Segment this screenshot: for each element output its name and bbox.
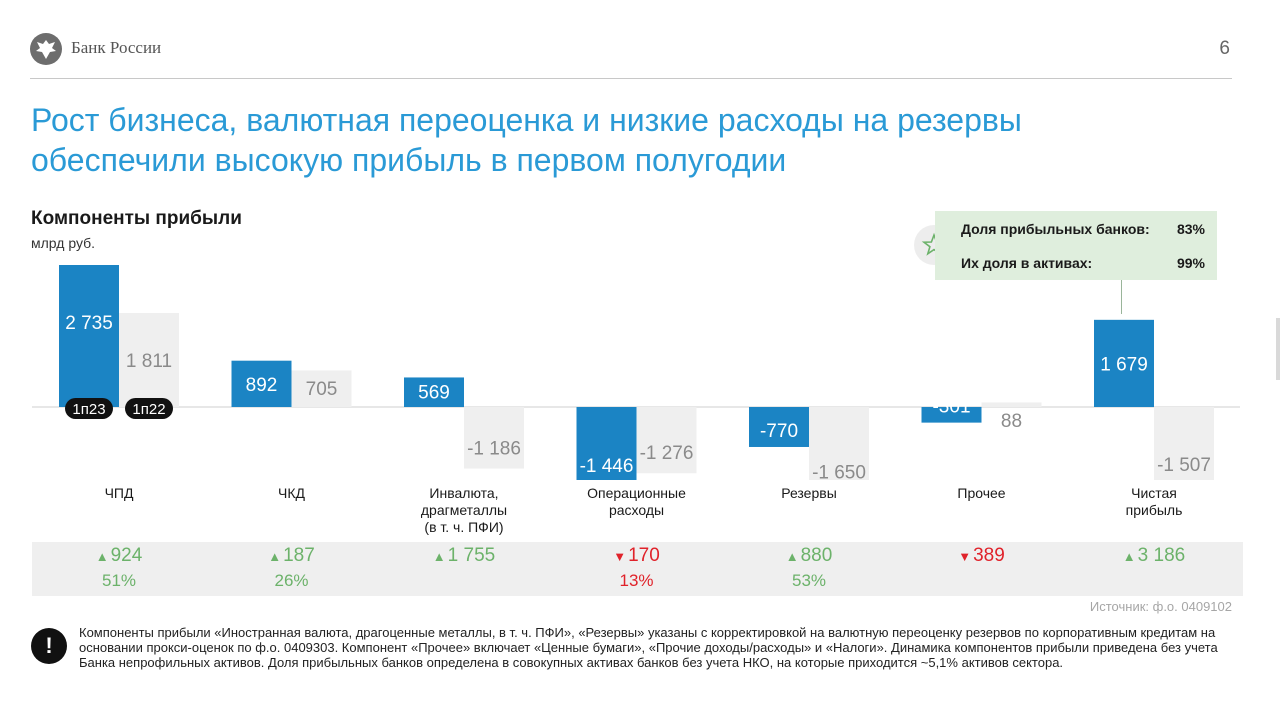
change-value: ▲ 924 [44,545,194,567]
bar-1п23 [404,377,464,407]
bar-value-label: 569 [418,382,450,403]
series-tag-pill [125,398,173,419]
bar-1п22 [1154,407,1214,480]
change-amount: 3 186 [1137,545,1186,566]
change-value: ▲ 880 [734,545,884,567]
chart-unit: млрд руб. [31,235,96,251]
bar-value-label: 1 679 [1100,354,1148,375]
category-label-line: ЧКД [278,485,305,501]
bar-value-label: -1 507 [1157,455,1211,476]
change-percent: 53% [791,571,827,590]
bar-1п22 [464,407,524,469]
profitable-banks-callout: Доля прибыльных банков: 83% Их доля в ак… [935,211,1217,280]
header: Банк России 6 [30,30,1232,79]
category-label: Операционные расходы [562,485,712,519]
category-label-line: Прочее [957,485,1006,501]
change-value: ▼ 170 [562,545,712,567]
series-tag-pill [65,398,113,419]
bar-1п22 [291,370,352,407]
bar-value-label: 892 [246,375,278,396]
callout-connector [1121,280,1122,314]
triangle-up-icon: ▲ [432,549,446,564]
series-tag-label: 1п23 [72,401,105,418]
bar-1п23 [749,407,809,447]
category-label: Прочее [907,485,1057,502]
bank-eagle-icon [30,33,62,65]
category-label: Чистая прибыль [1079,485,1229,519]
triangle-down-icon: ▼ [958,549,972,564]
bar-value-label: -1 446 [580,456,634,477]
series-tag-1п22: 1п22 [125,398,173,419]
bar-value-label: 705 [306,379,338,400]
category-label: ЧКД [217,485,367,502]
bar-1п23 [576,407,637,480]
bar-value-label: -770 [760,421,798,442]
change-value: ▼ 389 [907,545,1057,567]
callout-label: Их доля в активах: [961,255,1093,271]
bar-1п22 [119,312,179,407]
category-label: Инвалюта, драгметаллы (в т. ч. ПФИ) [389,485,539,536]
series-tag-1п23: 1п23 [65,398,113,419]
profit-components-chart: 2 735 1 811 892 705 569 -1 186 -1 446 -1 276 -77… [32,265,1240,480]
bar-1п22 [981,402,1042,407]
bar-value-label: 2 735 [65,313,113,334]
category-label: ЧПД [44,485,194,502]
org-name: Банк России [71,38,162,57]
category-label-line: расходы [608,502,665,518]
change-percent: 13% [619,571,654,590]
triangle-up-icon: ▲ [268,549,282,564]
change-amount: 170 [628,545,660,566]
change-amount: 880 [800,545,833,566]
change-value: ▲ 1 755 [389,545,539,567]
change-percent: 26% [274,571,309,590]
triangle-up-icon: ▲ [785,549,799,564]
bar-value-label: -301 [932,397,970,418]
bar-value-label: -1 276 [640,443,694,464]
bar-1п23 [59,265,119,407]
category-label-line: ЧПД [104,485,134,501]
footnote: Компоненты прибыли «Иностранная валюта, … [79,625,1218,670]
category-label-line: прибыль [1125,502,1183,518]
change-value: ▲ 187 [217,545,367,567]
callout-row-assets: Их доля в активах: 99% [961,255,1205,271]
page-title: Рост бизнеса, валютная переоценка и низк… [31,102,1022,178]
change-amount: 924 [110,545,143,566]
callout-value: 99% [1176,255,1205,271]
bar-value-label: -1 650 [812,463,866,480]
triangle-up-icon: ▲ [95,549,109,564]
callout-value: 83% [1176,221,1205,237]
category-label-line: Чистая [1131,485,1177,501]
exclamation-icon: ! [31,628,67,664]
series-tag-label: 1п22 [132,401,165,418]
bar-1п22 [809,407,869,480]
change-amount: 187 [283,545,315,566]
callout-label: Доля прибыльных банков: [961,221,1150,237]
callout-row-share: Доля прибыльных банков: 83% [961,221,1205,237]
bar-1п23 [1094,319,1154,407]
category-label: Резервы [734,485,884,502]
bar-1п22 [636,407,697,474]
bar-1п23 [921,407,982,423]
change-percent: 51% [101,571,137,590]
category-label-line: Резервы [781,485,837,501]
category-label-line: Операционные [587,485,686,501]
bar-value-label: 88 [1001,411,1022,432]
category-label-line: (в т. ч. ПФИ) [424,519,504,535]
category-label-line: драгметаллы [420,502,508,518]
triangle-down-icon: ▼ [613,549,627,564]
page-number: 6 [1219,38,1230,59]
bar-1п23 [231,360,292,407]
chart-title: Компоненты прибыли [31,208,242,229]
source-note: Источник: ф.о. 0409102 [1089,599,1232,614]
category-label-line: Инвалюта, [429,485,499,501]
change-amount: 389 [973,545,1005,566]
change-value: ▲ 3 186 [1079,545,1229,567]
scrollbar[interactable] [1276,318,1280,380]
bar-value-label: 1 811 [126,351,172,372]
change-amount: 1 755 [447,545,496,566]
change-table: ▲ 924 51% ▲ 187 26% ▲ 1 755 ▼ 170 13% ▲ 880 53% ▼ 389 ▲ 3… [32,542,1243,596]
triangle-up-icon: ▲ [1122,549,1136,564]
bar-value-label: -1 186 [467,439,521,460]
